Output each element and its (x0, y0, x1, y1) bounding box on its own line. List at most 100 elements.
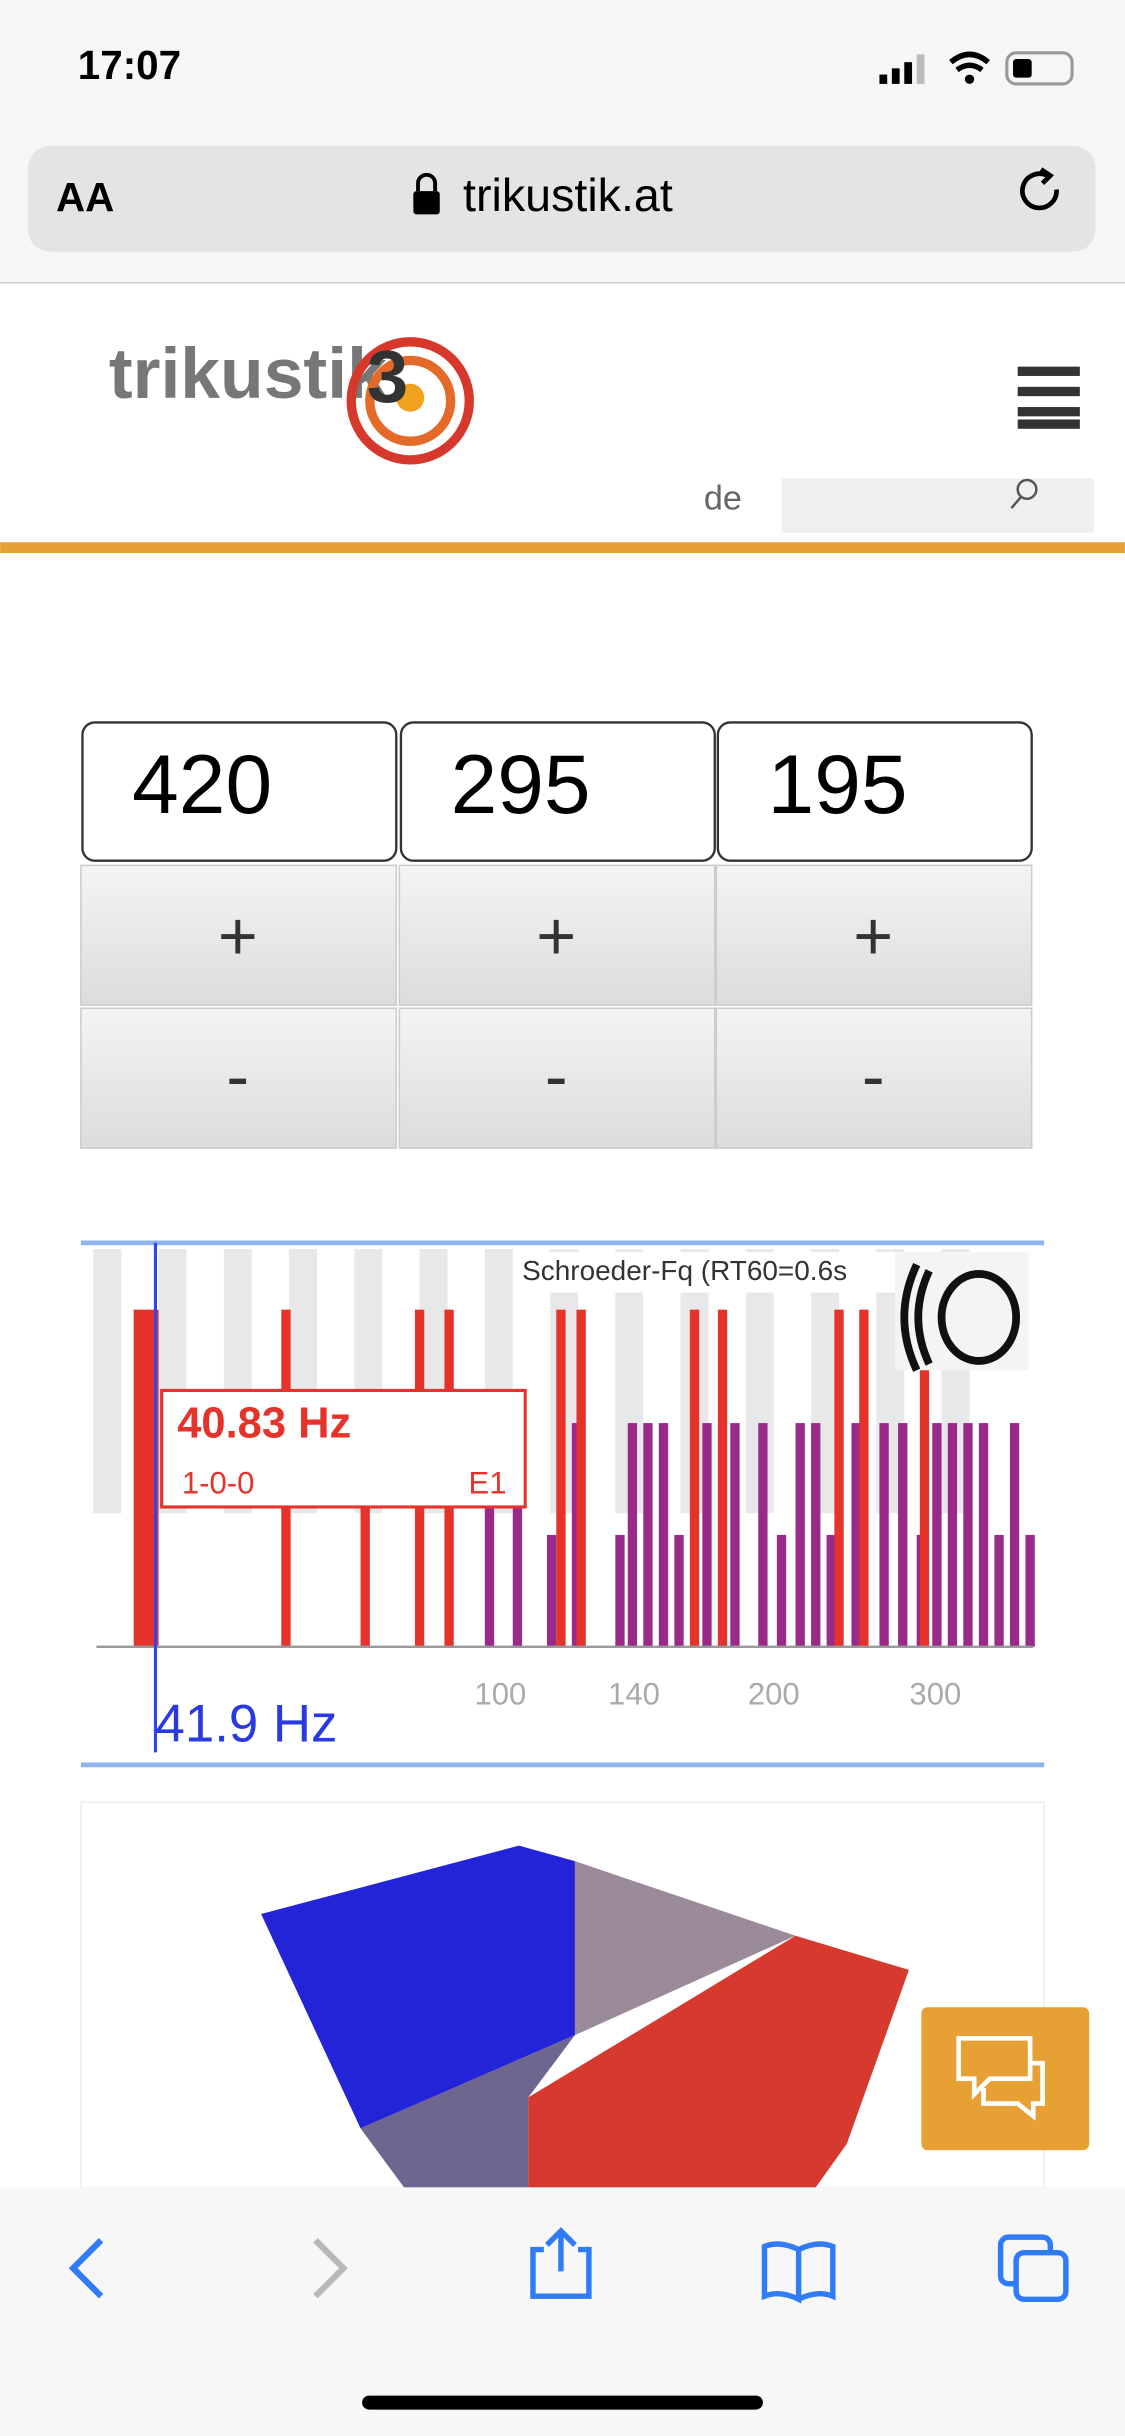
tooltip-label: E1 (469, 1465, 507, 1500)
logo-ring (346, 337, 474, 465)
lock-icon (413, 191, 440, 215)
mode-bar (978, 1423, 989, 1647)
logo-number: 3 (367, 334, 408, 418)
mode-bar (1009, 1423, 1020, 1647)
tooltip-frequency: 40.83 Hz (177, 1400, 351, 1448)
home-indicator (362, 2395, 763, 2410)
mode-bar (795, 1423, 805, 1647)
tooltip-mode: 1-0-0 (182, 1465, 255, 1500)
axis-label: 200 (748, 1677, 800, 1712)
chart-stripe (93, 1249, 122, 1514)
language-switch[interactable]: de (704, 479, 742, 517)
mode-bar (627, 1423, 638, 1647)
increment-label: + (536, 899, 576, 975)
header-rule (0, 542, 1125, 554)
axis-label: 140 (608, 1677, 660, 1712)
logo-ring (365, 355, 456, 446)
mode-bar (546, 1534, 557, 1647)
mode-bar (576, 1309, 586, 1647)
decrement-button[interactable] (80, 1007, 398, 1149)
mode-bar (758, 1423, 768, 1647)
mode-bar (898, 1423, 908, 1647)
schroeder-label: Schroeder-Fq (RT60=0.6s (522, 1255, 847, 1286)
schroeder-label-bg (515, 1252, 899, 1293)
mode-bar (994, 1534, 1004, 1647)
tabs-button-front (1013, 2249, 1069, 2303)
logo-dot (396, 383, 425, 412)
lock-shackle (416, 172, 438, 192)
cursor-frequency: 41.9 Hz (155, 1695, 337, 1754)
text-size-button[interactable]: AA (56, 174, 114, 220)
mode-bar (556, 1309, 566, 1647)
reload-button[interactable] (1020, 171, 1059, 211)
share-button[interactable] (530, 2227, 592, 2299)
search-field[interactable] (781, 478, 1094, 533)
audio-icon (900, 1262, 933, 1372)
mode-bar (730, 1423, 740, 1647)
decrement-label: - (226, 1038, 249, 1114)
logo[interactable]: trikustik (109, 334, 387, 414)
increment-label: + (218, 899, 258, 975)
mode-bar (834, 1309, 844, 1647)
url: trikustik.at (463, 169, 673, 221)
mode-bar (615, 1534, 625, 1647)
tooltip (160, 1388, 527, 1509)
dimension-value: 420 (132, 737, 272, 831)
search-icon[interactable] (1016, 478, 1038, 500)
mode-bar (879, 1423, 889, 1647)
menu-button[interactable] (1017, 366, 1080, 429)
signal-icon (879, 54, 925, 84)
mode-bar (919, 1309, 930, 1647)
mode-bar (717, 1309, 728, 1647)
mode-bar (643, 1423, 653, 1647)
forward-button[interactable] (313, 2238, 348, 2299)
mode-chart: Schroeder-Fq (RT60=0.6s 40.83 Hz 1-0-0 E1 10… (80, 1240, 1045, 1768)
mode-bar (512, 1423, 523, 1647)
wifi-icon (949, 51, 990, 73)
dimension-inputs: 420 + - 295 + - 195 + - (80, 721, 1033, 1149)
mode-bar (932, 1423, 942, 1647)
increment-button[interactable] (80, 864, 398, 1006)
dimension-value: 295 (451, 737, 591, 831)
bookmarks-button[interactable] (761, 2241, 836, 2304)
search-icon-handle (1010, 496, 1022, 509)
battery-icon (1005, 51, 1074, 86)
chat-icon (956, 2035, 1045, 2121)
dimension-value: 195 (768, 737, 908, 831)
increment-button[interactable] (715, 864, 1033, 1006)
mode-bar (360, 1506, 370, 1647)
axis-label: 100 (474, 1677, 526, 1712)
address-bar[interactable] (28, 146, 1096, 252)
clock: 17:07 (78, 42, 181, 88)
decrement-label: - (545, 1038, 568, 1114)
battery-level (1013, 59, 1032, 78)
dimension-input[interactable] (399, 721, 716, 862)
room-wall-blue (261, 1845, 575, 2129)
reload-arrow (1039, 167, 1054, 185)
audio-icon (937, 1270, 1021, 1365)
mode-bar (811, 1423, 821, 1647)
mode-bar (947, 1423, 958, 1647)
mode-bar (859, 1309, 869, 1647)
mode-bar (851, 1423, 861, 1647)
decrement-button[interactable] (715, 1007, 1033, 1149)
mode-bar (658, 1423, 669, 1647)
mode-bar (1025, 1534, 1035, 1647)
axis-label: 300 (909, 1677, 961, 1712)
increment-button[interactable] (398, 864, 716, 1006)
mode-bar (963, 1423, 973, 1647)
room-wall-gray (574, 1861, 796, 2036)
back-button[interactable] (68, 2238, 104, 2299)
mode-bar (689, 1309, 700, 1647)
dimension-input[interactable] (716, 721, 1033, 862)
decrement-button[interactable] (398, 1007, 716, 1149)
mode-bar (484, 1423, 495, 1647)
wifi-dot (964, 74, 975, 84)
increment-label: + (853, 899, 893, 975)
mode-bar (674, 1534, 684, 1647)
mode-bar (826, 1534, 836, 1647)
dimension-input[interactable] (81, 721, 398, 862)
mode-bar (776, 1534, 787, 1647)
mode-bar (702, 1423, 712, 1647)
